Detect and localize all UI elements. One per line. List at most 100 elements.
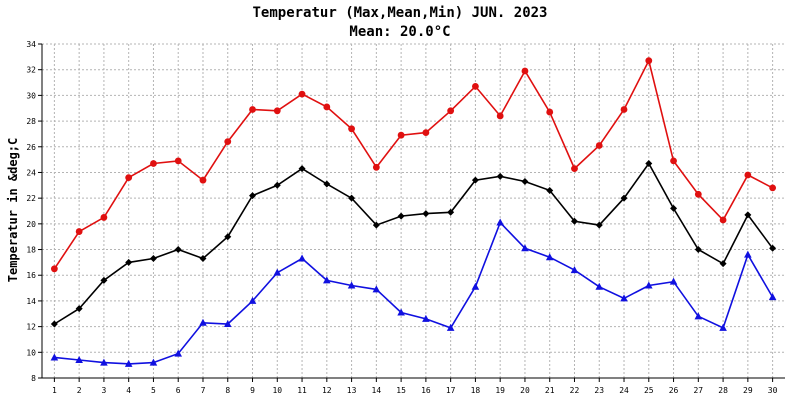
chart-subtitle-line: Mean: 20.0°C bbox=[349, 24, 451, 40]
x-tick-label: 23 bbox=[594, 386, 604, 395]
data-point-min bbox=[570, 266, 579, 274]
data-point-max bbox=[472, 82, 479, 90]
data-point-max bbox=[645, 57, 653, 65]
y-tick-label: 12 bbox=[26, 323, 36, 332]
y-tick-label: 24 bbox=[26, 168, 36, 177]
data-point-max bbox=[174, 157, 182, 165]
data-point-max bbox=[397, 131, 405, 139]
data-point-mean bbox=[125, 258, 133, 266]
x-tick-label: 16 bbox=[421, 386, 431, 395]
data-point-min bbox=[149, 358, 158, 366]
data-point-mean bbox=[769, 244, 777, 252]
y-tick-label: 32 bbox=[26, 66, 36, 75]
x-tick-label: 27 bbox=[693, 386, 703, 395]
x-tick-label: 9 bbox=[250, 386, 255, 395]
data-point-mean bbox=[694, 246, 702, 254]
data-point-mean bbox=[100, 276, 108, 284]
x-tick-label: 13 bbox=[347, 386, 357, 395]
data-point-min bbox=[595, 282, 604, 290]
x-tick-label: 18 bbox=[471, 386, 481, 395]
data-point-mean bbox=[199, 255, 207, 263]
data-point-min bbox=[422, 314, 430, 322]
data-point-mean bbox=[249, 192, 257, 200]
x-tick-label: 3 bbox=[102, 386, 107, 395]
data-point-mean bbox=[521, 177, 529, 185]
chart-title-line: Temperatur (Max,Mean,Min) JUN. 2023 bbox=[252, 5, 548, 21]
series-min bbox=[50, 218, 777, 367]
data-point-max bbox=[769, 184, 777, 192]
data-point-max bbox=[521, 67, 529, 75]
data-point-min bbox=[298, 254, 306, 262]
x-tick-label: 11 bbox=[297, 386, 307, 395]
data-point-max bbox=[670, 157, 677, 165]
x-tick-label: 14 bbox=[372, 386, 382, 395]
x-tick-label: 19 bbox=[495, 386, 505, 395]
data-point-mean bbox=[372, 221, 380, 229]
y-tick-label: 16 bbox=[26, 271, 36, 280]
x-tick-label: 22 bbox=[570, 386, 580, 395]
y-tick-label: 22 bbox=[26, 194, 36, 203]
data-point-min bbox=[273, 268, 282, 276]
data-series bbox=[50, 57, 777, 367]
data-point-max bbox=[199, 176, 207, 184]
data-point-mean bbox=[447, 208, 455, 216]
x-tick-label: 24 bbox=[619, 386, 629, 395]
data-point-max bbox=[595, 142, 603, 149]
data-point-max bbox=[100, 214, 108, 221]
data-point-max bbox=[298, 90, 306, 98]
data-point-mean bbox=[75, 305, 83, 313]
data-point-min bbox=[644, 281, 653, 289]
data-point-min bbox=[545, 253, 554, 261]
data-point-max bbox=[372, 163, 380, 171]
x-tick-label: 1 bbox=[52, 386, 57, 395]
data-point-min bbox=[248, 296, 257, 304]
series-max bbox=[50, 57, 777, 273]
x-tick-label: 30 bbox=[768, 386, 778, 395]
data-point-min bbox=[496, 218, 504, 226]
y-tick-label: 8 bbox=[31, 374, 36, 383]
y-axis-label: Temperatur in &deg;C bbox=[6, 138, 20, 283]
data-point-max bbox=[249, 106, 256, 113]
x-tick-label: 29 bbox=[743, 386, 753, 395]
data-point-min bbox=[347, 281, 356, 289]
data-point-min bbox=[694, 312, 703, 320]
data-point-mean bbox=[670, 204, 678, 212]
data-point-mean bbox=[348, 194, 356, 202]
x-tick-label: 25 bbox=[644, 386, 654, 395]
x-tick-label: 4 bbox=[126, 386, 131, 395]
x-tick-label: 21 bbox=[545, 386, 555, 395]
data-point-max bbox=[348, 125, 355, 133]
data-point-mean bbox=[50, 320, 58, 328]
data-point-min bbox=[719, 323, 727, 331]
x-tick-label: 15 bbox=[396, 386, 406, 395]
data-point-mean bbox=[645, 159, 653, 167]
x-tick-label: 20 bbox=[520, 386, 530, 395]
x-tick-label: 2 bbox=[77, 386, 82, 395]
data-point-min bbox=[620, 294, 628, 302]
y-tick-label: 28 bbox=[26, 117, 36, 126]
data-point-max bbox=[125, 174, 133, 182]
y-tick-label: 18 bbox=[26, 246, 36, 255]
series-mean bbox=[50, 159, 777, 328]
data-point-min bbox=[397, 308, 405, 316]
data-point-max bbox=[546, 108, 554, 116]
data-point-mean bbox=[570, 217, 578, 225]
data-point-max bbox=[719, 216, 727, 224]
y-tick-label: 14 bbox=[26, 297, 36, 306]
x-tick-label: 8 bbox=[225, 386, 230, 395]
x-tick-label: 17 bbox=[446, 386, 456, 395]
data-point-min bbox=[372, 285, 381, 293]
x-tick-label: 26 bbox=[669, 386, 679, 395]
data-point-mean bbox=[323, 180, 331, 188]
data-point-mean bbox=[422, 210, 430, 218]
x-tick-label: 28 bbox=[718, 386, 728, 395]
y-tick-label: 30 bbox=[26, 91, 36, 100]
series-line-max bbox=[53, 58, 773, 270]
data-point-max bbox=[571, 165, 578, 173]
data-point-min bbox=[75, 356, 83, 364]
series-line-mean bbox=[53, 162, 774, 325]
data-point-max bbox=[50, 265, 58, 273]
data-point-max bbox=[744, 171, 752, 179]
